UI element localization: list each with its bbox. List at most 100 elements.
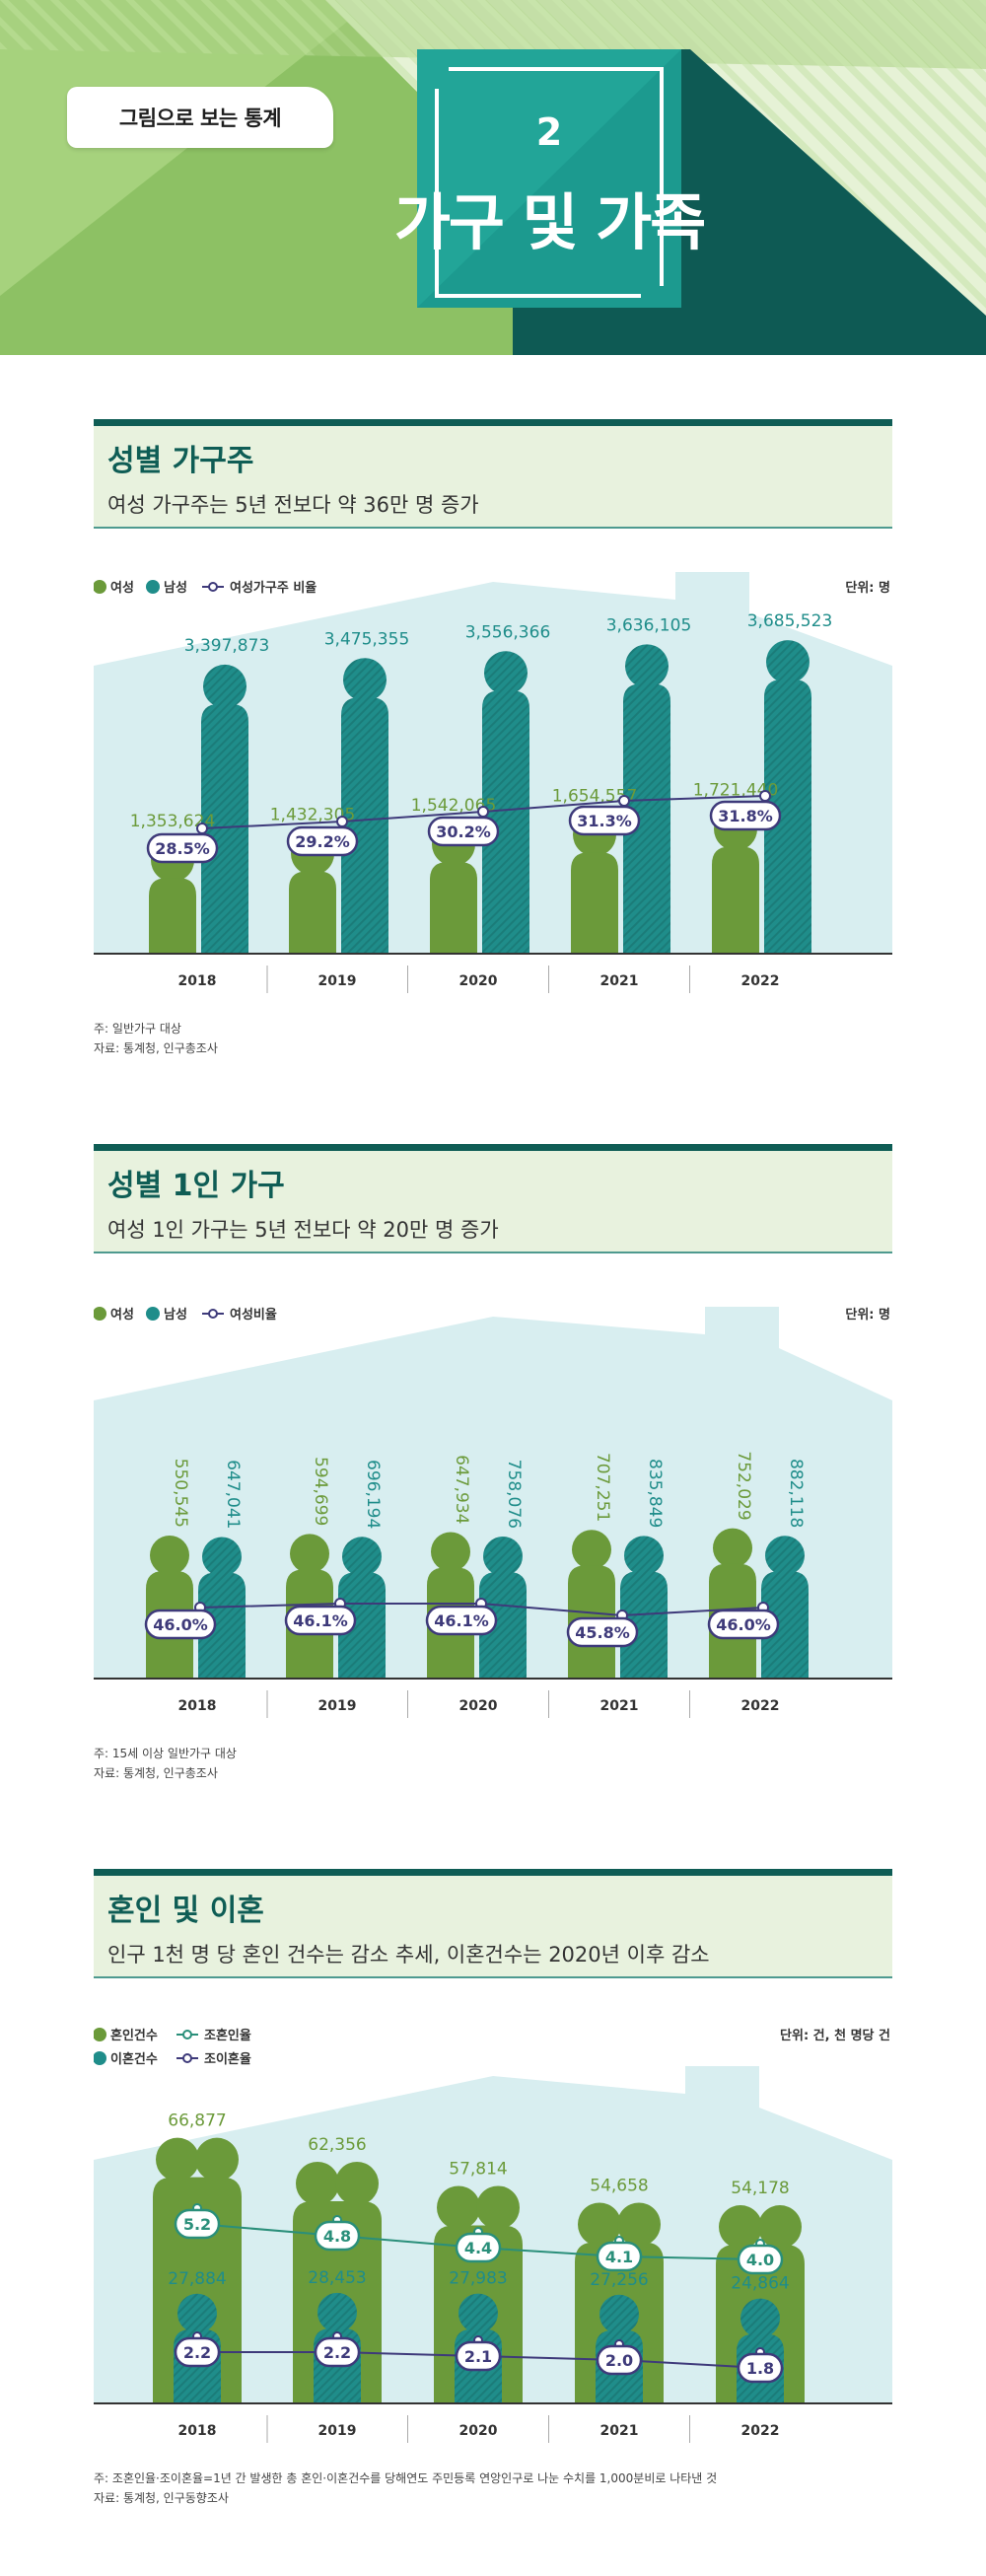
bar-male-2021 [623,644,670,954]
x-tick-label-2019: 2019 [318,973,357,989]
label-divorce-2019: 28,453 [308,2268,366,2288]
x-tick-label-2020: 2020 [459,2423,498,2439]
svg-text:46.1%: 46.1% [434,1611,489,1630]
x-tick-label-2021: 2021 [600,1698,639,1714]
svg-text:31.3%: 31.3% [577,812,632,830]
legend-marriage-marker [94,2028,106,2041]
label-male-2022: 3,685,523 [747,611,833,631]
label-male-2019: 3,475,355 [324,629,410,649]
svg-text:5.2: 5.2 [183,2215,211,2234]
legend-male-marker [146,1307,160,1321]
legend-male-label: 남성 [164,1307,187,1323]
x-tick-label-2021: 2021 [600,973,639,989]
svg-text:29.2%: 29.2% [295,832,350,851]
marriage-rate-label-2020: 4.4 [455,2232,502,2263]
label-divorce-2018: 27,884 [168,2269,226,2289]
section-3-subtitle: 인구 1천 명 당 혼인 건수는 감소 추세, 이혼건수는 2020년 이후 감… [107,1943,710,1967]
legend-marriage-rate-label: 조혼인율 [204,2028,251,2043]
note-line-1: 자료: 통계청, 인구동향조사 [94,2491,229,2505]
svg-text:46.0%: 46.0% [716,1615,771,1634]
legend-marriage-label: 혼인건수 [110,2028,158,2043]
label-female-2019: 1,432,305 [270,805,356,824]
label-marriage-2020: 57,814 [449,2159,507,2179]
banner-title: 가구 및 가족 [393,186,706,258]
bar-male-2020 [479,1536,527,1679]
section-2-subtitle: 여성 1인 가구는 5년 전보다 약 20만 명 증가 [107,1218,499,1242]
label-female-2020: 1,542,065 [411,796,497,816]
label-female-2021: 707,251 [593,1453,612,1522]
banner-number: 2 [535,110,563,154]
legend-female-marker [94,580,106,594]
x-tick-label-2019: 2019 [318,2423,357,2439]
svg-text:30.2%: 30.2% [436,823,491,841]
label-female-2018: 550,545 [171,1459,190,1528]
label-marriage-2022: 54,178 [731,2179,789,2198]
legend-male-label: 남성 [164,580,187,596]
x-tick-label-2020: 2020 [459,1698,498,1714]
label-male-2021: 835,849 [645,1459,665,1528]
label-marriage-2018: 66,877 [168,2111,226,2131]
section-1-title: 성별 가구주 [107,444,253,478]
x-tick-label-2022: 2022 [741,973,780,989]
label-female-2020: 647,934 [452,1455,471,1524]
x-tick-label-2019: 2019 [318,1698,357,1714]
svg-text:2.2: 2.2 [323,2343,351,2362]
label-female-2018: 1,353,624 [130,812,216,831]
note-line-1: 자료: 통계청, 인구총조사 [94,1766,218,1780]
legend-female-marker [94,1307,106,1321]
legend-ratio-label: 여성가구주 비율 [230,580,317,596]
bar-male-2020 [482,651,529,954]
legend-female-label: 여성 [110,580,134,596]
legend-divorce-marker [94,2051,106,2065]
bar-female-2020 [427,1532,474,1679]
ratio-label-2020: 46.1% [425,1605,498,1636]
bar-male-2022 [764,640,811,954]
svg-text:46.0%: 46.0% [153,1615,208,1634]
x-tick-label-2018: 2018 [178,2423,217,2439]
svg-text:31.8%: 31.8% [718,807,773,825]
label-marriage-2019: 62,356 [308,2135,366,2155]
marriage-rate-label-2018: 5.2 [174,2208,221,2240]
marriage-rate-label-2021: 4.1 [596,2241,643,2272]
svg-text:4.0: 4.0 [746,2251,774,2269]
section-1-header-bg [94,426,892,528]
section-3-top-bar [94,1869,892,1876]
bar-male-2018 [198,1537,246,1679]
divorce-rate-label-2021: 2.0 [596,2344,643,2376]
svg-text:46.1%: 46.1% [293,1611,348,1630]
label-male-2020: 3,556,366 [465,622,551,642]
svg-text:28.5%: 28.5% [155,839,210,858]
marriage-rate-label-2019: 4.8 [314,2220,361,2252]
legend-ratio-label: 여성비율 [230,1307,277,1323]
ratio-label-2019: 29.2% [286,825,359,857]
label-marriage-2021: 54,658 [590,2176,648,2195]
bar-male-2022 [761,1536,809,1679]
bar-male-2019 [338,1537,386,1679]
ratio-label-2018: 46.0% [144,1609,217,1640]
x-tick-label-2021: 2021 [600,2423,639,2439]
ratio-point-2018 [196,823,208,834]
banner [0,0,986,355]
marriage-rate-label-2022: 4.0 [737,2244,784,2275]
section-2-title: 성별 1인 가구 [107,1169,285,1203]
label-divorce-2020: 27,983 [449,2269,507,2289]
ratio-label-2021: 45.8% [566,1616,639,1648]
label-male-2021: 3,636,105 [606,615,692,635]
legend-divorce-label: 이혼건수 [110,2051,158,2067]
svg-text:45.8%: 45.8% [575,1623,630,1642]
svg-text:1.8: 1.8 [746,2359,774,2378]
legend-divorce-rate-label: 조이혼율 [204,2051,251,2067]
label-divorce-2022: 24,864 [731,2274,789,2294]
label-female-2019: 594,699 [311,1457,330,1526]
unit-label: 단위: 명 [845,580,890,596]
divorce-rate-label-2018: 2.2 [174,2336,221,2368]
section-3-title: 혼인 및 이혼 [107,1894,264,1928]
label-male-2020: 758,076 [504,1460,524,1529]
ratio-label-2022: 46.0% [707,1609,780,1640]
svg-text:4.4: 4.4 [464,2239,492,2257]
x-tick-label-2022: 2022 [741,2423,780,2439]
x-tick-label-2022: 2022 [741,1698,780,1714]
label-male-2019: 696,194 [363,1460,383,1529]
